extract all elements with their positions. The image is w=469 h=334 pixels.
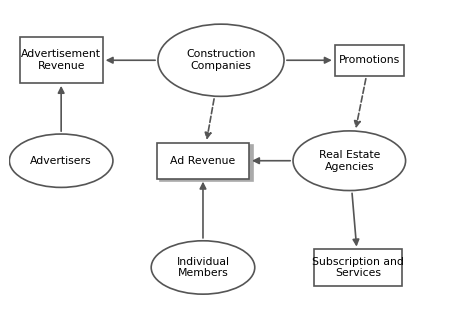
FancyBboxPatch shape <box>20 37 103 83</box>
Ellipse shape <box>293 131 406 190</box>
Ellipse shape <box>158 24 284 96</box>
Text: Promotions: Promotions <box>339 55 400 65</box>
Text: Real Estate
Agencies: Real Estate Agencies <box>318 150 380 172</box>
Text: Advertisement
Revenue: Advertisement Revenue <box>21 49 101 71</box>
Text: Construction
Companies: Construction Companies <box>186 49 256 71</box>
FancyBboxPatch shape <box>157 143 249 179</box>
FancyBboxPatch shape <box>314 249 402 286</box>
FancyBboxPatch shape <box>335 44 404 76</box>
Ellipse shape <box>9 134 113 187</box>
Ellipse shape <box>151 241 255 294</box>
Text: Individual
Members: Individual Members <box>176 257 229 278</box>
Text: Advertisers: Advertisers <box>30 156 92 166</box>
Text: Subscription and
Services: Subscription and Services <box>312 257 404 278</box>
Text: Ad Revenue: Ad Revenue <box>170 156 235 166</box>
FancyBboxPatch shape <box>160 145 253 181</box>
